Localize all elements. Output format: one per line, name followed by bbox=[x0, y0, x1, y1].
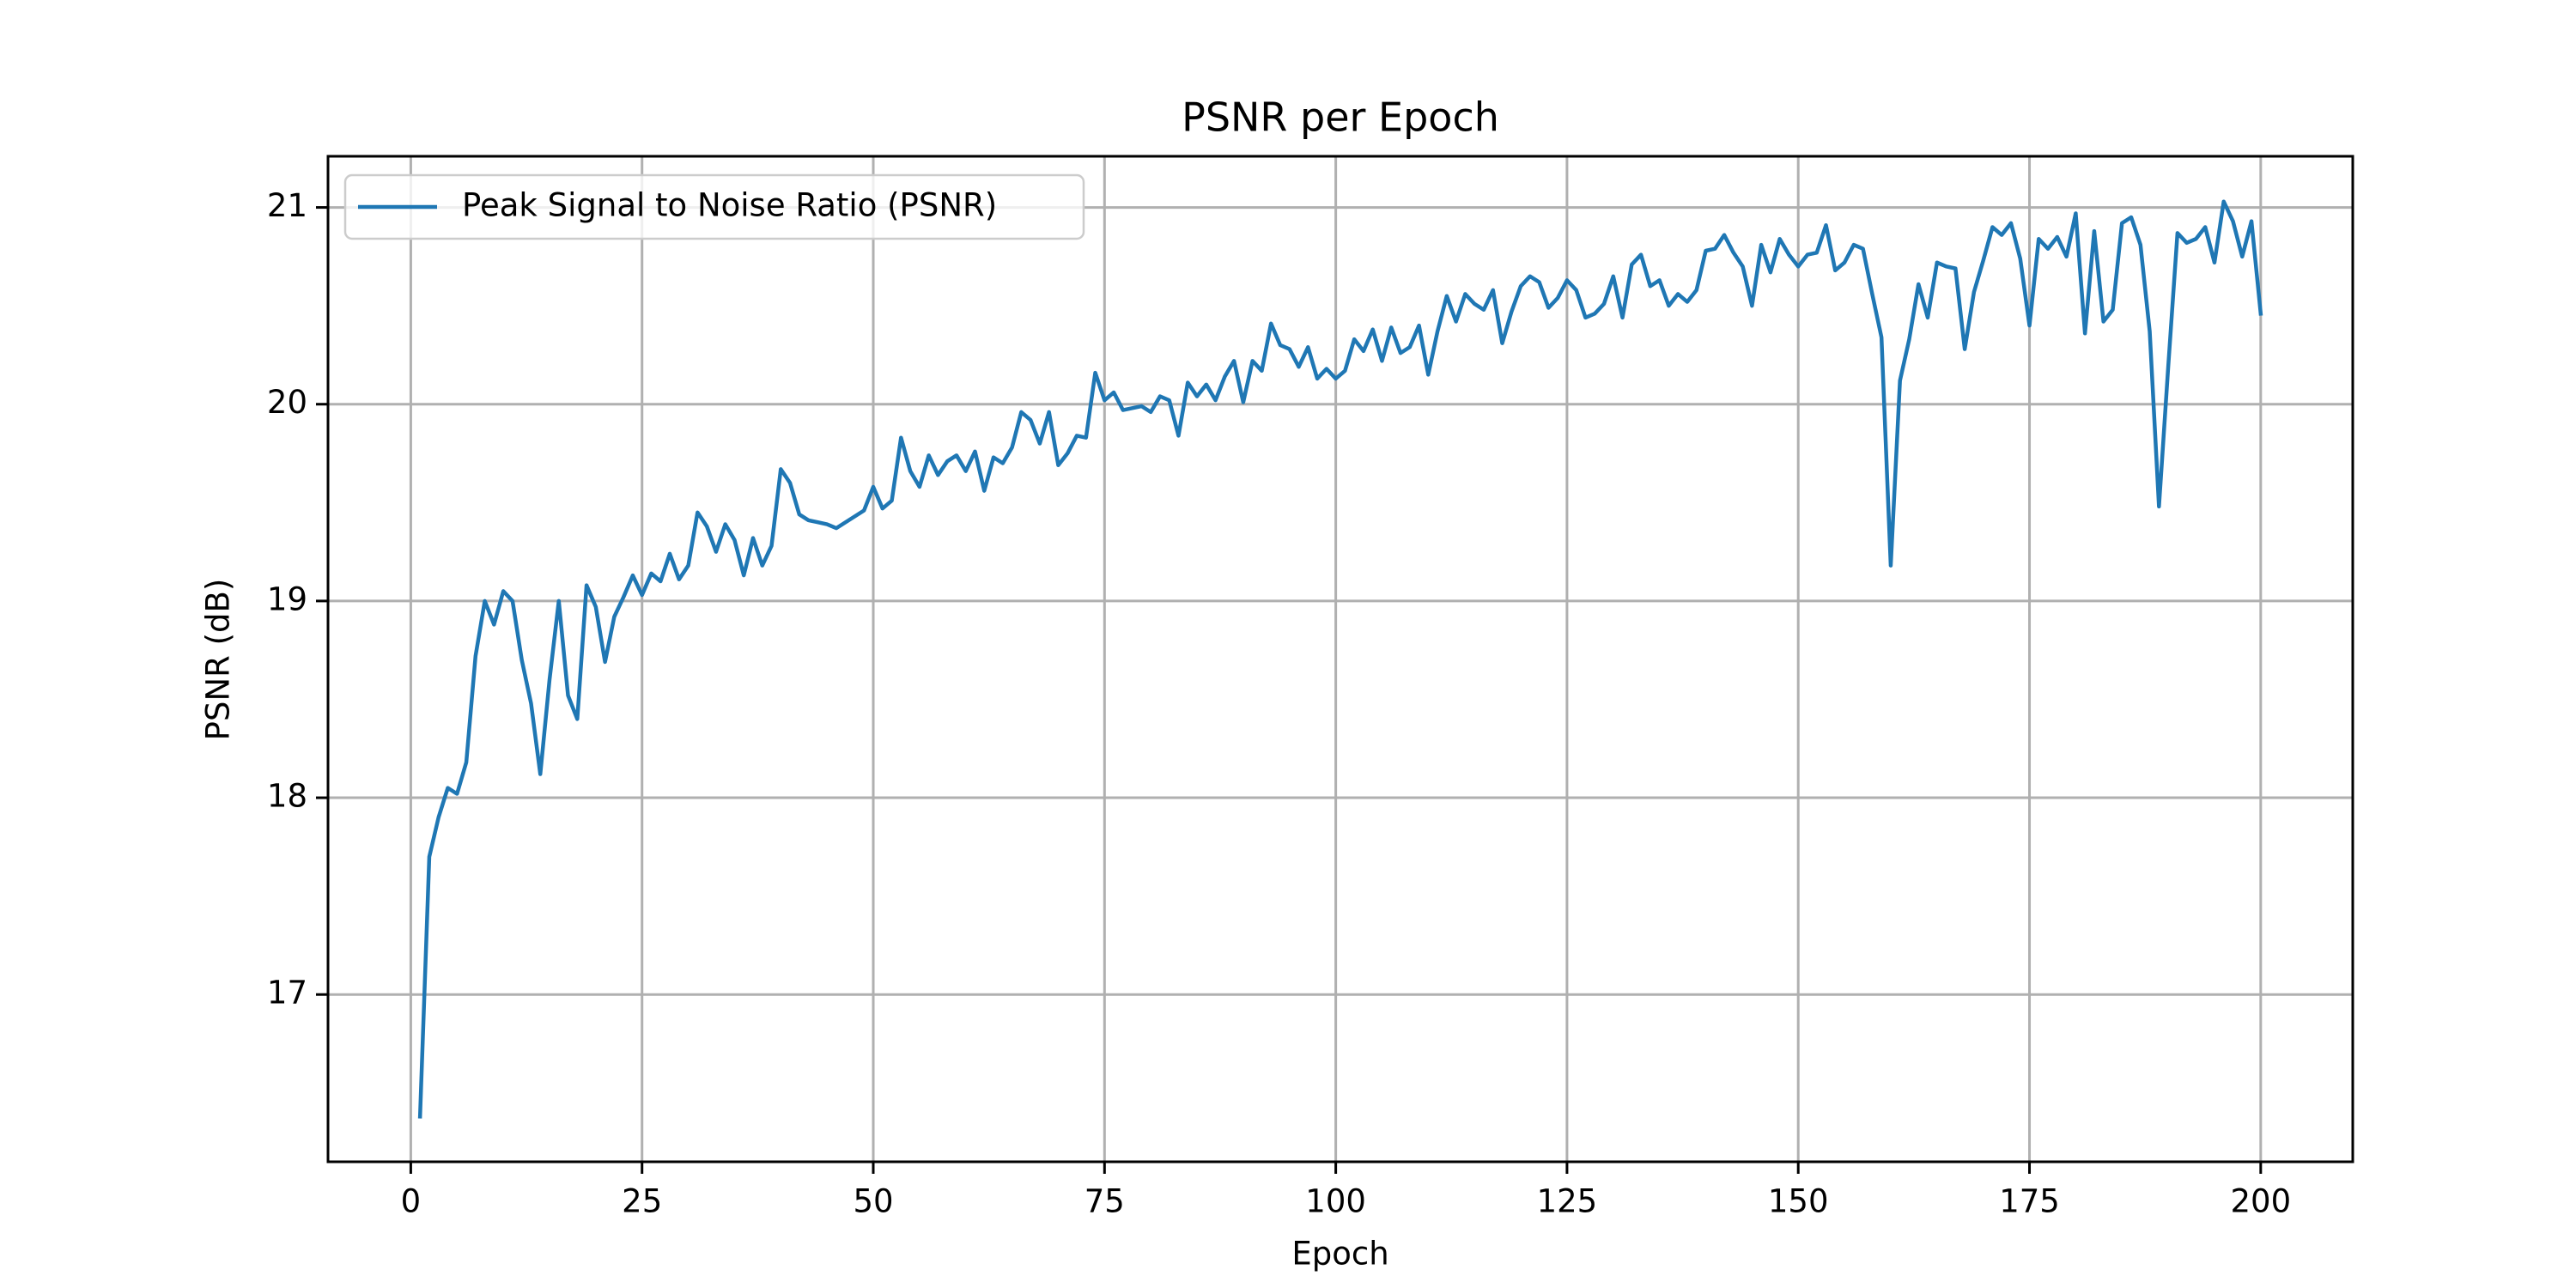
y-tick-label: 21 bbox=[267, 187, 307, 224]
x-tick-label: 175 bbox=[1999, 1183, 2060, 1220]
x-axis-label: Epoch bbox=[1291, 1236, 1388, 1273]
x-tick-label: 200 bbox=[2231, 1183, 2292, 1220]
y-axis-label: PSNR (dB) bbox=[200, 579, 237, 741]
chart-title: PSNR per Epoch bbox=[1182, 94, 1499, 141]
legend: Peak Signal to Noise Ratio (PSNR) bbox=[343, 173, 1085, 240]
x-tick-label: 25 bbox=[622, 1183, 662, 1220]
legend-label: Peak Signal to Noise Ratio (PSNR) bbox=[462, 187, 997, 224]
x-tick-label: 100 bbox=[1305, 1183, 1366, 1220]
y-tick-label: 19 bbox=[267, 580, 307, 617]
y-tick-label: 20 bbox=[267, 384, 307, 421]
legend-box bbox=[343, 173, 1085, 240]
y-tick-label: 18 bbox=[267, 778, 307, 815]
x-tick-label: 75 bbox=[1084, 1183, 1125, 1220]
data-line bbox=[417, 199, 2263, 1119]
plot-frame bbox=[326, 155, 2354, 1163]
x-tick-label: 0 bbox=[401, 1183, 422, 1220]
x-tick-label: 125 bbox=[1537, 1183, 1598, 1220]
x-tick-label: 150 bbox=[1768, 1183, 1829, 1220]
x-tick-label: 50 bbox=[853, 1183, 893, 1220]
y-tick-label: 17 bbox=[267, 975, 307, 1012]
